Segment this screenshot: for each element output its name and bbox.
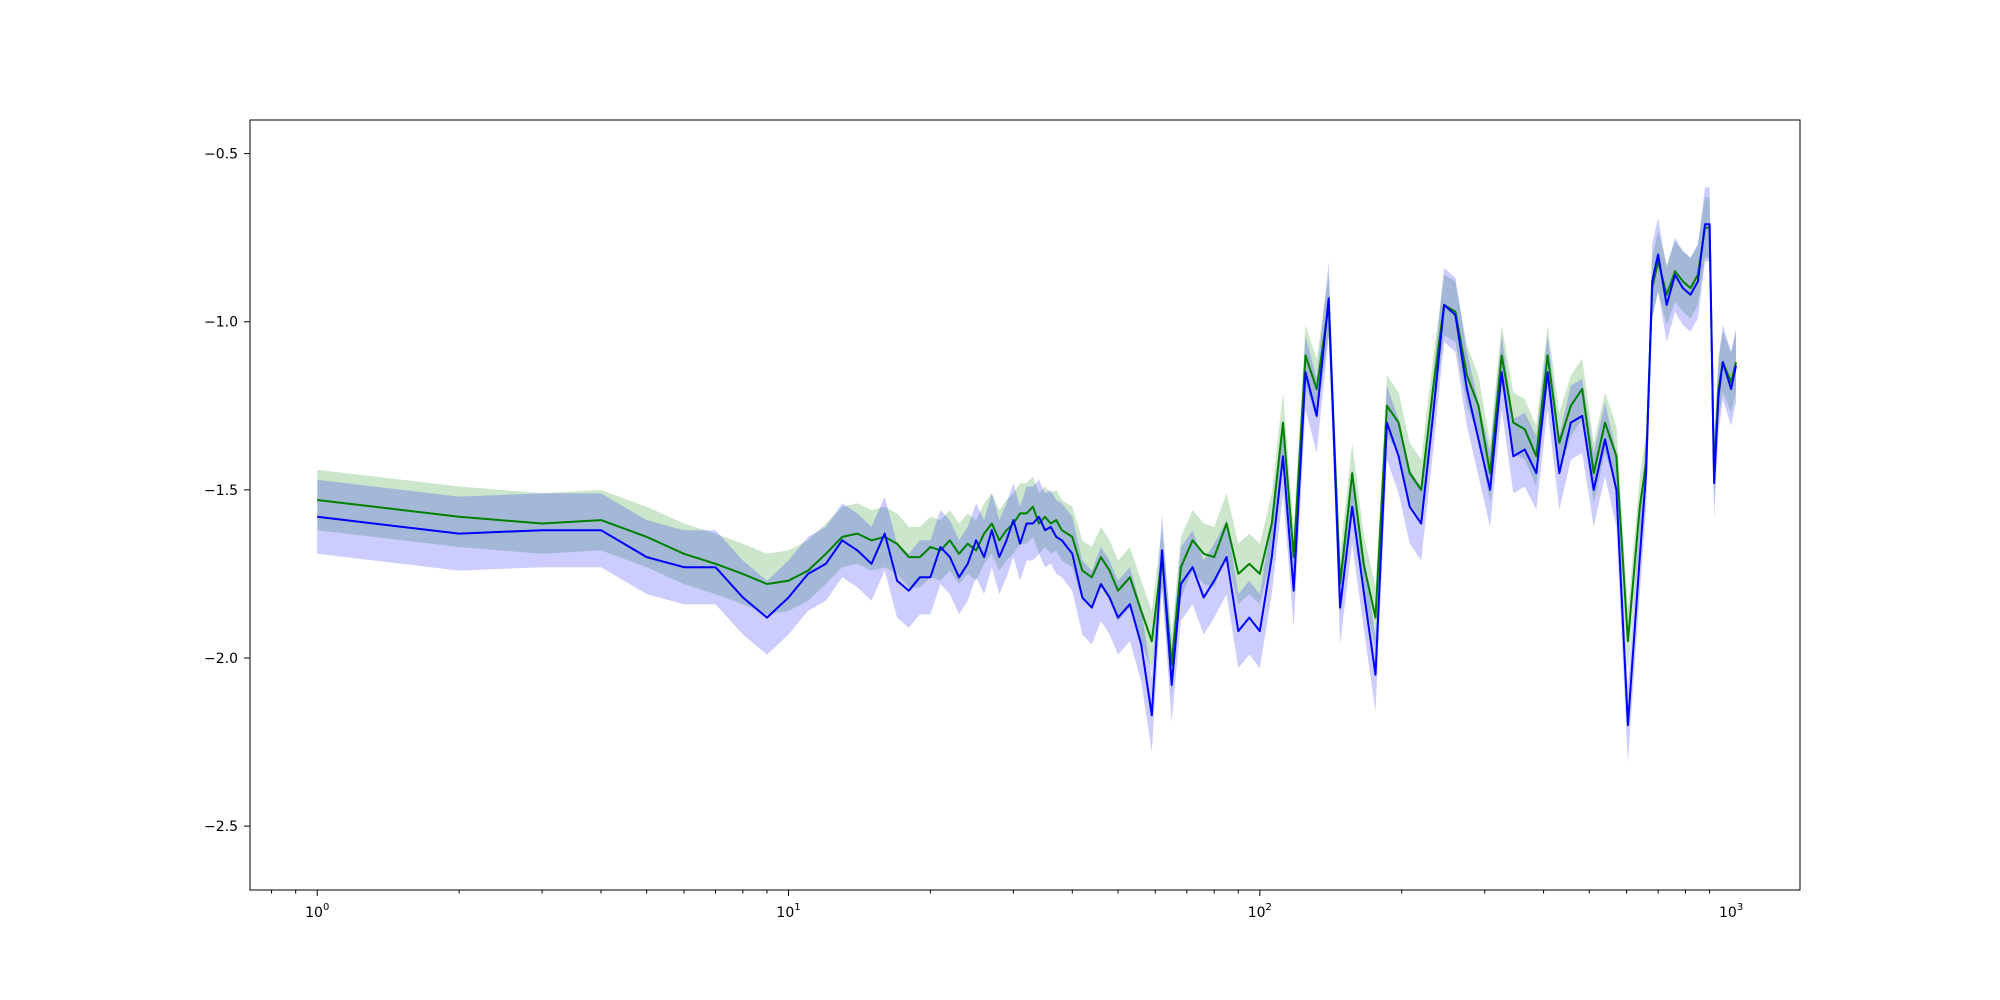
- series-1-line: [317, 223, 1737, 727]
- y-tick-label: −1.5: [204, 483, 238, 499]
- confidence-bands: [317, 187, 1737, 763]
- y-axis-ticks: −0.5 −1.0 −1.5 −2.0 −2.5: [204, 147, 250, 835]
- y-tick-label: −2.0: [204, 651, 238, 667]
- y-tick-label: −1.0: [204, 315, 238, 331]
- x-axis-ticks: 100 101 102 103: [271, 890, 1743, 921]
- x-tick-label: 101: [776, 902, 800, 921]
- series-0-band: [317, 197, 1737, 696]
- x-tick-label: 100: [305, 902, 329, 921]
- axes-frame: [249, 119, 1801, 891]
- x-tick-label: 103: [1719, 902, 1743, 921]
- x-tick-label: 102: [1248, 902, 1272, 921]
- series-lines: [317, 223, 1737, 727]
- series-0-line: [317, 226, 1737, 666]
- y-tick-label: −0.5: [204, 147, 238, 163]
- y-tick-label: −2.5: [204, 819, 238, 835]
